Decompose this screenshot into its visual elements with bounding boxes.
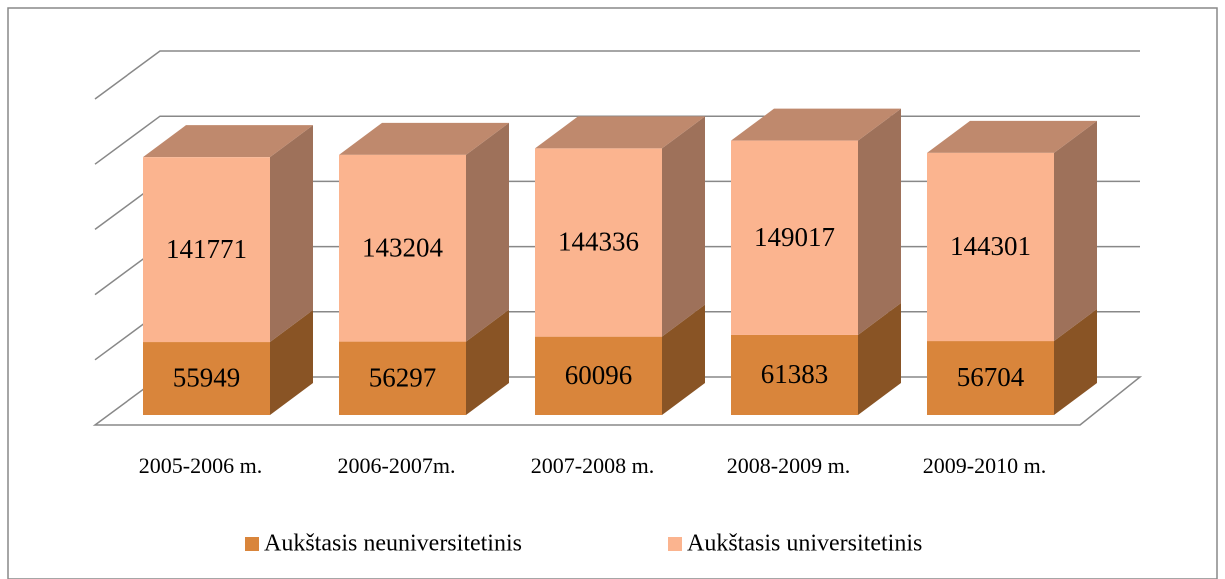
value-label: 149017 bbox=[754, 222, 835, 252]
bar-side bbox=[270, 310, 313, 415]
legend-swatch bbox=[245, 537, 259, 551]
bar-side bbox=[270, 125, 313, 343]
bar-side bbox=[1054, 309, 1097, 415]
x-tick-label: 2007-2008 m. bbox=[531, 453, 654, 478]
bar bbox=[731, 334, 858, 415]
x-tick-label: 2006-2007m. bbox=[338, 453, 456, 478]
bar-side bbox=[1054, 120, 1097, 342]
bar-side bbox=[858, 302, 901, 415]
value-label: 61383 bbox=[761, 359, 829, 389]
bar bbox=[339, 154, 466, 342]
value-label: 143204 bbox=[362, 232, 444, 262]
bar-top bbox=[535, 116, 705, 149]
x-tick-label: 2009-2010 m. bbox=[923, 453, 1046, 478]
legend-label: Aukštasis neuniversitetinis bbox=[264, 531, 522, 557]
bar bbox=[535, 336, 662, 415]
bar bbox=[143, 342, 270, 415]
bar bbox=[143, 157, 270, 343]
legend-label: Aukštasis universitetinis bbox=[687, 531, 922, 557]
value-label: 141771 bbox=[166, 234, 247, 264]
value-label: 144336 bbox=[558, 227, 639, 257]
legend-swatch bbox=[668, 537, 682, 551]
bar bbox=[927, 341, 1054, 415]
bar-top bbox=[143, 125, 313, 158]
bar-top bbox=[927, 120, 1097, 153]
x-tick-label: 2008-2009 m. bbox=[727, 453, 850, 478]
value-label: 56297 bbox=[369, 362, 437, 392]
value-label: 60096 bbox=[565, 360, 633, 390]
value-label: 144301 bbox=[950, 231, 1031, 261]
bar-top bbox=[339, 122, 509, 155]
bar-side bbox=[662, 116, 705, 337]
value-label: 56704 bbox=[957, 362, 1025, 392]
bar bbox=[731, 140, 858, 335]
value-label: 55949 bbox=[173, 363, 241, 393]
bar-side bbox=[466, 309, 509, 415]
bar bbox=[339, 341, 466, 415]
bar-side bbox=[858, 108, 901, 335]
bar bbox=[535, 148, 662, 337]
x-tick-label: 2005-2006 m. bbox=[139, 453, 262, 478]
bar-side bbox=[466, 122, 509, 342]
bar bbox=[927, 152, 1054, 342]
bar-side bbox=[662, 304, 705, 415]
grid-line bbox=[94, 50, 1140, 100]
bar-top bbox=[731, 108, 901, 141]
